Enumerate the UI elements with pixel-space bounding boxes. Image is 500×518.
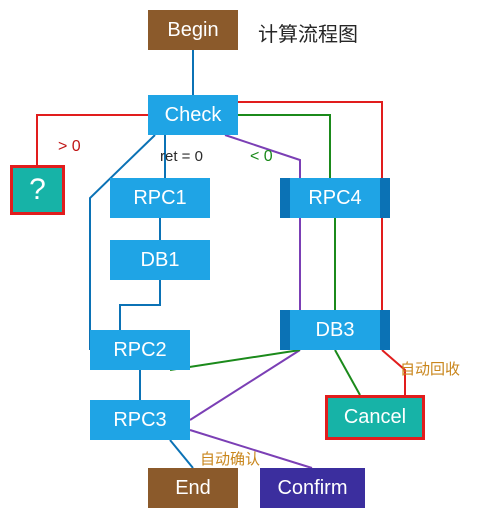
edge-db3-rpc3-purple — [190, 350, 300, 420]
node-rpc3-label: RPC3 — [113, 409, 166, 432]
node-check-label: Check — [165, 104, 222, 127]
edges-layer — [0, 0, 500, 518]
node-rpc2-label: RPC2 — [113, 339, 166, 362]
node-end-label: End — [175, 477, 211, 500]
node-q: ? — [10, 165, 65, 215]
node-rpc2: RPC2 — [90, 330, 190, 370]
diagram-title: 计算流程图 — [258, 18, 358, 47]
edge-label-auto1: 自动回收 — [400, 358, 460, 379]
node-cancel-label: Cancel — [344, 406, 406, 429]
node-rpc3: RPC3 — [90, 400, 190, 440]
node-q-label: ? — [29, 173, 46, 207]
edge-check-rpc4-red — [238, 102, 382, 178]
node-db3-label: DB3 — [316, 319, 355, 342]
node-rpc1: RPC1 — [110, 178, 210, 218]
edge-label-lt0: < 0 — [250, 148, 273, 166]
edge-check-q — [37, 115, 148, 165]
node-begin-label: Begin — [167, 19, 218, 42]
node-confirm-label: Confirm — [277, 477, 347, 500]
node-db3: DB3 — [280, 310, 390, 350]
node-db1: DB1 — [110, 240, 210, 280]
node-rpc4-label: RPC4 — [308, 187, 361, 210]
edge-label-eq0: ret = 0 — [160, 148, 203, 165]
node-db1-label: DB1 — [141, 249, 180, 272]
node-check: Check — [148, 95, 238, 135]
edge-db3-cancel-green — [335, 350, 360, 395]
edge-check-rpc4-green — [238, 115, 330, 178]
node-confirm: Confirm — [260, 468, 365, 508]
node-rpc4: RPC4 — [280, 178, 390, 218]
node-end: End — [148, 468, 238, 508]
node-begin: Begin — [148, 10, 238, 50]
node-cancel: Cancel — [325, 395, 425, 440]
edge-label-auto2: 自动确认 — [200, 448, 260, 469]
edge-rpc3-end — [170, 440, 193, 468]
edge-label-gt0: > 0 — [58, 138, 81, 156]
edge-db1-rpc2 — [120, 280, 160, 330]
node-rpc1-label: RPC1 — [133, 187, 186, 210]
